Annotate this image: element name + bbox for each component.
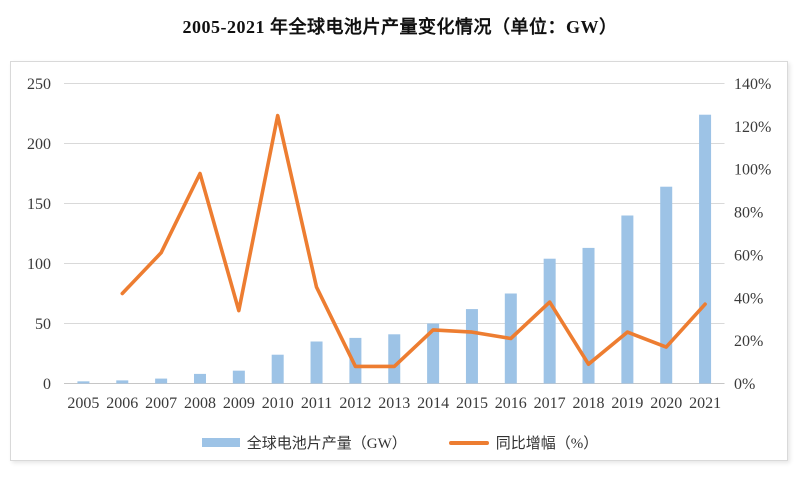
legend-item-growth: 同比增幅（%） (448, 432, 599, 453)
legend-line-label: 同比增幅（%） (495, 436, 599, 452)
legend-line-swatch-icon (448, 440, 489, 445)
chart-legend: 全球电池片产量（GW） 同比增幅（%） (0, 432, 800, 453)
chart-frame (10, 61, 788, 461)
legend-bar-label: 全球电池片产量（GW） (246, 436, 407, 452)
legend-item-production: 全球电池片产量（GW） (201, 432, 407, 453)
legend-bar-swatch-icon (201, 438, 240, 447)
chart-title: 2005-2021 年全球电池片产量变化情况（单位：GW） (182, 17, 618, 37)
